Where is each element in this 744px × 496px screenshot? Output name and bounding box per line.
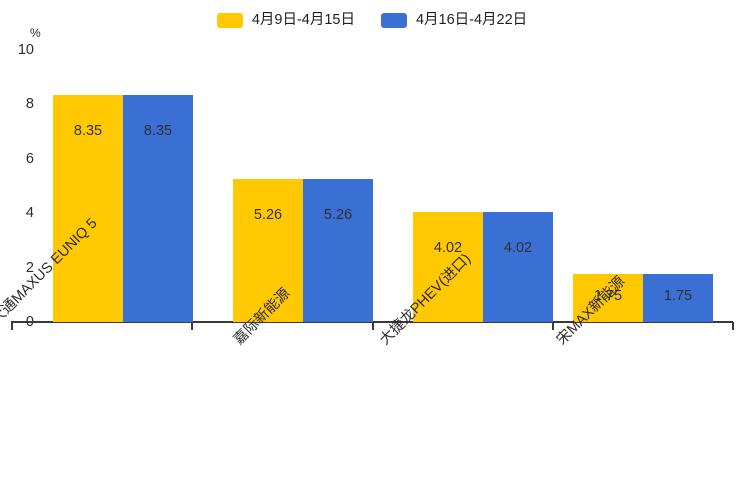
y-axis-unit-label: % <box>30 26 41 40</box>
y-tick-label-2: 2 <box>25 260 34 276</box>
bar-series-2-category-4[interactable]: 1.75 <box>643 274 713 322</box>
bar-value-series-1-category-1: 8.35 <box>73 123 103 139</box>
x-axis-tick-4 <box>732 322 734 330</box>
bar-value-series-1-category-3: 4.02 <box>433 240 463 256</box>
bar-series-2-category-2[interactable]: 5.26 <box>303 179 373 322</box>
bar-value-series-2-category-1: 8.35 <box>143 123 173 139</box>
x-axis-tick-1 <box>191 322 193 330</box>
bar-value-series-1-category-4: 1.75 <box>593 288 623 304</box>
bar-value-series-1-category-2: 5.26 <box>253 207 283 223</box>
bar-series-2-category-1[interactable]: 8.35 <box>123 95 193 322</box>
bar-value-series-2-category-3: 4.02 <box>503 240 533 256</box>
legend-swatch-series-2 <box>380 12 407 28</box>
y-tick-label-6: 6 <box>25 151 34 167</box>
y-tick-label-8: 8 <box>25 96 34 112</box>
legend-swatch-series-1 <box>216 12 243 28</box>
chart-legend: 4月9日-4月15日 4月16日-4月22日 <box>0 8 744 32</box>
x-axis-tick-0 <box>11 322 13 330</box>
x-axis-tick-2 <box>372 322 374 330</box>
legend-item-series-2[interactable]: 4月16日-4月22日 <box>380 11 528 28</box>
legend-label-series-1: 4月9日-4月15日 <box>251 11 355 28</box>
y-tick-label-4: 4 <box>25 205 34 221</box>
bar-value-series-2-category-2: 5.26 <box>323 207 353 223</box>
bar-series-2-category-3[interactable]: 4.02 <box>483 212 553 322</box>
legend-label-series-2: 4月16日-4月22日 <box>415 11 528 28</box>
bar-series-1-category-2[interactable]: 5.26 <box>233 179 303 322</box>
x-axis-tick-3 <box>552 322 554 330</box>
bar-series-1-category-1[interactable]: 8.35 <box>53 95 123 322</box>
bar-value-series-2-category-4: 1.75 <box>663 288 693 304</box>
y-tick-label-10: 10 <box>17 42 34 58</box>
legend-item-series-1[interactable]: 4月9日-4月15日 <box>216 11 355 28</box>
bar-series-1-category-4[interactable]: 1.75 <box>573 274 643 322</box>
bar-series-1-category-3[interactable]: 4.02 <box>413 212 483 322</box>
